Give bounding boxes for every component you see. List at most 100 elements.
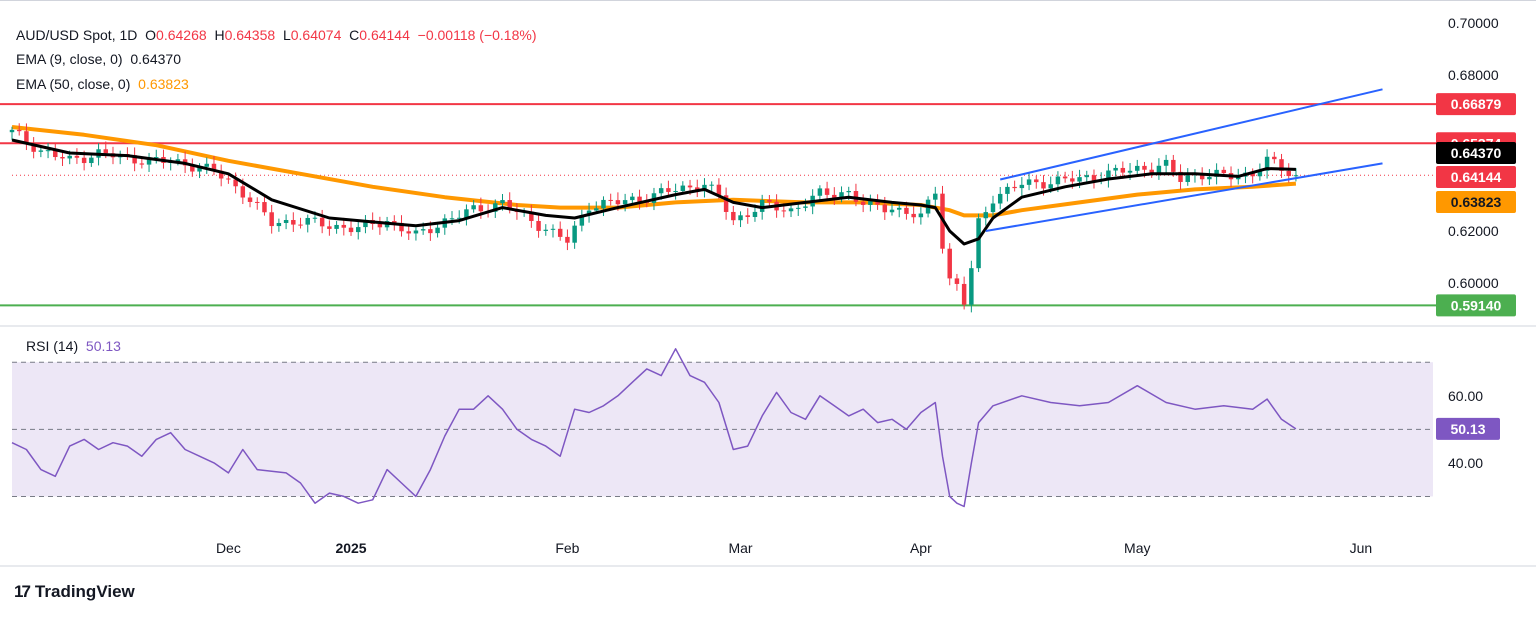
candle-body xyxy=(363,219,368,228)
candle-body xyxy=(781,210,787,212)
tradingview-logo[interactable]: 17 TradingView xyxy=(14,582,135,602)
tradingview-logo-text: TradingView xyxy=(34,582,135,601)
candle-body xyxy=(471,205,476,210)
price-tick-label: 0.62000 xyxy=(1448,223,1499,239)
candle-body xyxy=(146,157,152,165)
price-badge-label: 0.63823 xyxy=(1451,194,1502,210)
candle-body xyxy=(1012,186,1017,189)
candle-body xyxy=(961,283,967,305)
candle-body xyxy=(175,159,181,162)
candle-body xyxy=(1062,176,1068,179)
candle-body xyxy=(1199,173,1205,180)
candle-body xyxy=(1120,167,1126,173)
candle-body xyxy=(557,228,563,237)
candle-body xyxy=(846,191,851,193)
candle-body xyxy=(1207,176,1212,180)
symbol-title: AUD/USD Spot, 1D xyxy=(16,27,138,43)
candle-body xyxy=(1221,169,1227,174)
ema9-value: 0.64370 xyxy=(130,51,181,67)
candle-body xyxy=(1264,156,1270,171)
high-value: 0.64358 xyxy=(224,27,276,43)
tradingview-logo-icon: 17 xyxy=(14,582,31,601)
price-badge-bg xyxy=(1436,191,1516,213)
candle-body xyxy=(262,202,267,213)
candle-body xyxy=(716,184,722,196)
candle-body xyxy=(355,227,361,233)
candle-body xyxy=(334,224,339,229)
candle-body xyxy=(464,209,469,218)
candle-body xyxy=(738,215,743,221)
date-tick-label: Mar xyxy=(728,540,752,556)
ema9-legend: EMA (9, close, 0) 0.64370 xyxy=(16,51,181,67)
candle-body xyxy=(319,217,325,227)
candle-body xyxy=(478,205,484,212)
candle-body xyxy=(377,224,383,228)
rsi-tick-label: 40.00 xyxy=(1448,455,1483,471)
candle-body xyxy=(954,278,960,284)
candle-body xyxy=(255,201,260,203)
candle-body xyxy=(327,226,332,229)
candle-body xyxy=(276,222,282,227)
candle-body xyxy=(247,197,253,202)
candle-body xyxy=(673,190,678,192)
candle-body xyxy=(579,215,585,226)
candle-body xyxy=(1163,159,1169,166)
candle-body xyxy=(796,207,801,209)
candle-body xyxy=(615,200,621,205)
candle-body xyxy=(1084,175,1090,178)
high-label: H xyxy=(214,27,225,43)
candle-body xyxy=(745,215,750,217)
price-tick-label: 0.60000 xyxy=(1448,275,1499,291)
low-label: L xyxy=(282,27,291,43)
candle-body xyxy=(456,217,462,219)
candle-body xyxy=(67,155,72,159)
candle-body xyxy=(233,179,238,187)
candle-body xyxy=(1293,175,1299,177)
price-badge-label: 0.64370 xyxy=(1451,145,1502,161)
candle-body xyxy=(947,248,952,279)
rsi-tick-label: 60.00 xyxy=(1448,388,1483,404)
candle-body xyxy=(853,191,859,202)
candle-body xyxy=(608,199,613,201)
rsi-panel: 60.00 40.00 50.13 xyxy=(11,348,1500,508)
date-tick-label: Dec xyxy=(216,540,241,556)
candle-body xyxy=(31,142,36,152)
candle-body xyxy=(406,231,411,234)
candle-body xyxy=(81,157,87,164)
candle-body xyxy=(1048,184,1053,189)
candle-body xyxy=(283,220,289,223)
date-tick-label: Apr xyxy=(910,540,932,556)
candle-body xyxy=(839,192,844,198)
candle-body xyxy=(1214,169,1219,177)
candle-body xyxy=(882,204,888,213)
candle-body xyxy=(298,224,303,226)
candle-body xyxy=(218,170,224,179)
candle-body xyxy=(348,227,354,233)
candle-body xyxy=(103,149,109,154)
candle-body xyxy=(139,163,145,165)
level-label: 0.66879 xyxy=(1451,96,1502,112)
low-value: 0.64074 xyxy=(290,27,342,43)
channel-upper-line xyxy=(999,88,1383,181)
candle-body xyxy=(983,212,989,219)
close-label: C xyxy=(349,27,360,43)
date-tick-label: Jun xyxy=(1350,540,1373,556)
candle-body xyxy=(1091,175,1097,181)
symbol-legend: AUD/USD Spot, 1D O0.64268 H0.64358 L0.64… xyxy=(16,27,537,43)
candle-body xyxy=(1185,175,1190,182)
candle-body xyxy=(154,157,159,159)
candle-body xyxy=(1149,169,1154,174)
candle-body xyxy=(1171,159,1176,172)
candle-body xyxy=(1005,186,1010,194)
price-badge-bg xyxy=(1436,142,1516,164)
candle-body xyxy=(16,129,22,132)
rsi-legend-value: 50.13 xyxy=(85,338,121,354)
price-badge-bg xyxy=(1436,166,1516,188)
rsi-label: RSI (14) xyxy=(26,338,79,354)
change-value: −0.00118 (−0.18%) xyxy=(417,27,537,43)
candle-body xyxy=(341,224,347,228)
level-label-bg xyxy=(1436,294,1516,317)
candle-body xyxy=(1272,156,1277,160)
